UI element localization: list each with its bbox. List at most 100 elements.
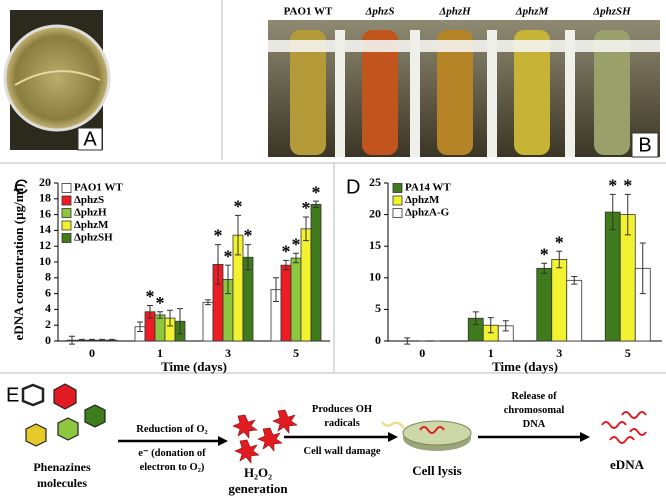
arrows bbox=[118, 432, 590, 446]
panel-label: A bbox=[83, 128, 97, 150]
tube-label: ΔphzM bbox=[515, 6, 550, 18]
y-tick-label: 8 bbox=[45, 270, 51, 284]
bar bbox=[202, 301, 214, 342]
error-bar bbox=[609, 193, 616, 231]
error-bar bbox=[273, 277, 279, 302]
error-bar bbox=[283, 259, 289, 271]
error-bar bbox=[99, 338, 105, 342]
legend-swatch bbox=[61, 220, 72, 231]
legend-label: ΔphzA-G bbox=[405, 207, 450, 219]
panel-label: E bbox=[6, 384, 19, 406]
significance-star: * bbox=[224, 246, 233, 266]
significance-star: * bbox=[244, 226, 253, 246]
y-tick-label: 4 bbox=[45, 301, 51, 315]
y-tick-label: 25 bbox=[369, 175, 381, 189]
x-axis-title: Time (days) bbox=[161, 359, 227, 374]
bar bbox=[536, 267, 553, 342]
error-bar bbox=[624, 193, 631, 236]
bar bbox=[566, 279, 583, 342]
y-tick-label: 10 bbox=[39, 254, 51, 268]
y-tick-label: 2 bbox=[45, 317, 51, 331]
error-bar bbox=[313, 200, 319, 208]
legend-swatch bbox=[392, 208, 403, 218]
legend-swatch bbox=[61, 195, 72, 206]
x-tick-label: 5 bbox=[293, 346, 299, 360]
legend-swatch bbox=[392, 195, 403, 206]
error-bar bbox=[147, 304, 153, 319]
error-bar bbox=[556, 250, 563, 269]
error-bar bbox=[293, 252, 299, 264]
error-bar bbox=[89, 338, 95, 342]
x-tick-label: 0 bbox=[89, 346, 95, 360]
error-bar bbox=[157, 311, 163, 319]
edge-label: e⁻ (donation of electron to O₂) bbox=[138, 448, 206, 473]
bar bbox=[280, 264, 292, 342]
error-bar bbox=[79, 338, 85, 342]
node-label: H₂O₂ generation bbox=[228, 465, 288, 496]
error-bar bbox=[571, 276, 578, 285]
panel-label: C bbox=[14, 176, 28, 198]
y-tick-label: 15 bbox=[369, 238, 381, 252]
tube-label: PAO1 WT bbox=[284, 6, 333, 18]
error-bar bbox=[225, 264, 231, 295]
error-bar bbox=[472, 311, 479, 326]
y-tick-label: 16 bbox=[39, 206, 51, 220]
x-tick-label: 1 bbox=[488, 346, 494, 360]
significance-star: * bbox=[302, 198, 311, 218]
significance-star: * bbox=[292, 234, 301, 254]
tube-label: ΔphzS bbox=[365, 6, 395, 18]
significance-star: * bbox=[282, 242, 291, 262]
error-bar bbox=[235, 214, 241, 256]
y-tick-label: 0 bbox=[45, 333, 51, 347]
legend-swatch bbox=[61, 208, 72, 218]
legend-label: ΔphzH bbox=[74, 207, 107, 219]
significance-star: * bbox=[608, 176, 617, 196]
error-bar bbox=[245, 244, 251, 271]
y-tick-label: 20 bbox=[369, 206, 381, 220]
legend-swatch bbox=[61, 183, 72, 193]
error-bar bbox=[303, 216, 309, 242]
error-bar bbox=[205, 299, 211, 306]
y-tick-label: 14 bbox=[39, 222, 51, 236]
significance-star: * bbox=[312, 182, 321, 202]
significance-star: * bbox=[214, 226, 223, 246]
bar bbox=[551, 259, 568, 342]
error-bar bbox=[541, 262, 548, 274]
y-tick-label: 5 bbox=[375, 301, 381, 315]
significance-star: * bbox=[540, 244, 549, 264]
y-tick-label: 18 bbox=[39, 191, 51, 205]
error-bar bbox=[109, 338, 115, 342]
node-label: eDNA bbox=[610, 457, 645, 472]
significance-star: * bbox=[234, 197, 243, 217]
significance-star: * bbox=[555, 232, 564, 252]
legend-label: PA14 WT bbox=[405, 182, 451, 194]
x-tick-label: 5 bbox=[625, 346, 631, 360]
error-bar bbox=[404, 337, 411, 345]
panel-label: B bbox=[638, 134, 651, 156]
legend-label: ΔphzM bbox=[405, 194, 440, 206]
legend-label: ΔphzS bbox=[74, 194, 104, 206]
panel-label: D bbox=[346, 176, 360, 198]
legend-label: ΔphzM bbox=[74, 219, 109, 231]
photo-b: B bbox=[268, 20, 660, 158]
bar bbox=[154, 314, 166, 342]
significance-star: * bbox=[156, 293, 165, 313]
y-tick-label: 10 bbox=[369, 270, 381, 284]
error-bar bbox=[177, 308, 183, 335]
error-bar bbox=[487, 317, 494, 334]
significance-star: * bbox=[146, 287, 155, 307]
tube-label: ΔphzSH bbox=[592, 6, 631, 18]
tube-label: ΔphzH bbox=[438, 6, 471, 18]
x-tick-label: 1 bbox=[157, 346, 163, 360]
error-bar bbox=[167, 309, 173, 327]
node-label: Phenazines molecules bbox=[33, 460, 91, 490]
legend-label: ΔphzSH bbox=[74, 232, 113, 244]
node-label: Cell lysis bbox=[412, 463, 461, 478]
error-bar bbox=[502, 320, 509, 332]
edna-icons bbox=[601, 411, 647, 444]
photo-a: A bbox=[3, 10, 111, 151]
edge-label: Produces OH radicals bbox=[312, 404, 372, 429]
molecule-icons bbox=[21, 383, 106, 447]
error-bar bbox=[639, 242, 646, 295]
